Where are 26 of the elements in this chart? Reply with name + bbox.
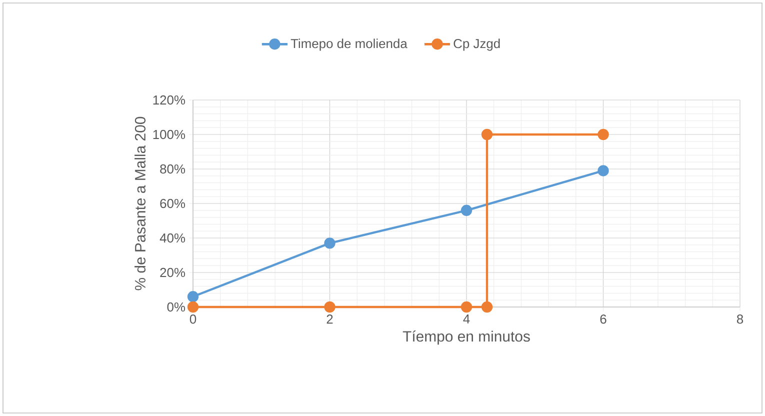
- legend-label: Timepo de molienda: [290, 38, 408, 51]
- y-axis-title: % de Pasante a Malla 200: [134, 116, 146, 290]
- y-tick-label: 60%: [160, 198, 186, 208]
- y-tick-label: 0%: [167, 302, 186, 312]
- x-tick-label: 0: [190, 314, 196, 324]
- point: [598, 128, 609, 140]
- point: [187, 291, 199, 302]
- x-tick-label: 6: [600, 314, 606, 324]
- point: [324, 301, 336, 313]
- x-axis-title: Tíempo en minutos: [402, 330, 530, 345]
- y-tick-label: 40%: [160, 233, 186, 243]
- point: [460, 301, 472, 313]
- legend-label: Cp Jzgd: [454, 38, 500, 51]
- y-tick-label: 20%: [160, 268, 186, 278]
- y-tick-label: 100%: [153, 130, 186, 140]
- point: [481, 128, 493, 140]
- y-tick-label: 80%: [160, 164, 186, 174]
- point: [324, 238, 336, 249]
- y-tick-label: 120%: [153, 95, 186, 105]
- point: [598, 165, 609, 176]
- point: [481, 301, 493, 313]
- x-tick-label: 2: [326, 314, 333, 324]
- x-tick-label: 8: [736, 314, 744, 324]
- point: [187, 301, 199, 313]
- x-tick-label: 4: [463, 314, 470, 324]
- point: [460, 204, 472, 216]
